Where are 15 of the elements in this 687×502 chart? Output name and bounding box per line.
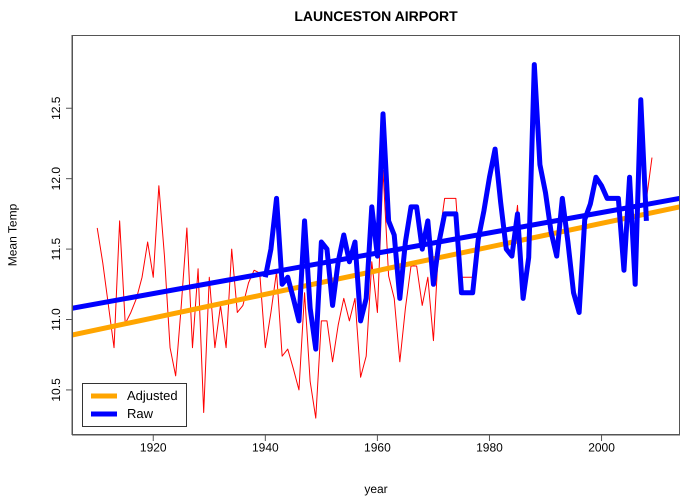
y-tick-label: 11.5 [49,238,63,260]
x-tick-label: 2000 [588,440,616,455]
x-tick-label: 1940 [252,440,279,455]
x-tick-label: 1920 [140,440,167,455]
legend-label: Raw [127,405,154,423]
x-tick-label: 1980 [476,440,504,455]
y-tick-label: 11.0 [49,308,63,331]
x-axis-title: year [364,482,388,496]
x-tick-label: 1960 [364,440,392,455]
y-tick-label: 10.5 [49,378,63,402]
legend-label: Adjusted [127,387,178,405]
y-axis-title: Mean Temp [5,203,20,266]
y-tick-label: 12.0 [49,166,63,190]
y-tick-label: 12.5 [49,96,63,120]
chart-title: LAUNCESTON AIRPORT [293,8,459,24]
